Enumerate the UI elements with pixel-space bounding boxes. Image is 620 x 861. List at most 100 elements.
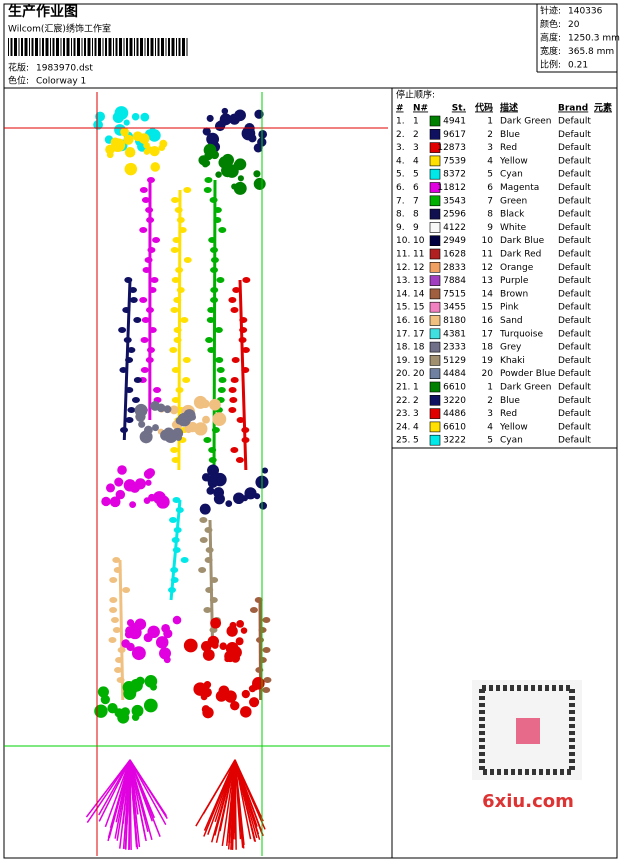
stat-value: 0.21 (568, 61, 588, 71)
petal (206, 114, 214, 122)
stitches: 2333 (443, 343, 466, 353)
color-swatch (429, 408, 441, 419)
leaf (262, 687, 271, 693)
bar (171, 38, 175, 56)
leaf (174, 207, 183, 213)
code: 8 (487, 210, 493, 220)
petal (131, 112, 140, 121)
petal (202, 127, 211, 136)
row-index: 2. (396, 130, 405, 140)
leaf (236, 417, 245, 423)
petal (124, 146, 136, 158)
petal (193, 682, 207, 696)
petal (134, 618, 147, 630)
description: Red (500, 409, 517, 419)
petal (215, 690, 228, 702)
leaf (145, 207, 154, 213)
leaf (170, 567, 179, 573)
petal (204, 151, 213, 161)
bar (186, 38, 188, 56)
bar (92, 38, 93, 56)
petal (226, 625, 238, 637)
fringe (234, 759, 260, 835)
petal (145, 468, 156, 478)
colorway: Colorway 1 (36, 77, 86, 87)
petal (240, 627, 248, 634)
leaf (209, 197, 218, 203)
petal (230, 700, 240, 711)
needle: 15 (413, 303, 424, 313)
leaf (235, 457, 244, 463)
petal (233, 181, 247, 195)
qr-pattern (479, 685, 575, 775)
leaf (127, 347, 136, 353)
leaf (238, 337, 247, 343)
petal (212, 412, 227, 427)
petal (94, 704, 108, 718)
row-index: 19. (396, 356, 410, 366)
petal (143, 497, 151, 504)
petal (229, 621, 237, 629)
bar (165, 38, 167, 56)
petal (221, 164, 235, 178)
brand: Default (558, 170, 591, 180)
petal (109, 496, 121, 508)
stitches: 6610 (443, 383, 466, 393)
leaf (146, 217, 155, 223)
petal (248, 134, 257, 143)
bar (94, 38, 97, 56)
leaf (173, 327, 182, 333)
color-swatch (429, 142, 441, 153)
code: 1 (487, 383, 493, 393)
fringe (128, 759, 131, 850)
petal (207, 486, 214, 493)
stat-value: 20 (568, 20, 580, 30)
leaf (169, 517, 178, 523)
petal (126, 619, 135, 627)
leaf (213, 207, 222, 213)
stitches: 8180 (443, 316, 466, 326)
row-index: 15. (396, 303, 410, 313)
needle: 9 (413, 223, 419, 233)
color-swatch (429, 434, 441, 446)
leaf (239, 317, 248, 323)
leaf (173, 297, 182, 303)
description: Powder Blue (500, 369, 556, 379)
stem (118, 559, 125, 701)
bar (42, 38, 44, 56)
petal (193, 395, 207, 409)
leaf (232, 287, 241, 293)
brand: Default (558, 223, 591, 233)
brand: Default (558, 396, 591, 406)
leaf (112, 557, 121, 563)
stat-value: 140336 (568, 7, 603, 17)
code: 12 (482, 263, 493, 273)
leaf (125, 417, 134, 423)
row-index: 18. (396, 343, 410, 353)
fringe (234, 759, 266, 830)
leaf (205, 337, 214, 343)
leaf (215, 357, 224, 363)
fringe (221, 759, 236, 847)
brand: Default (558, 422, 591, 432)
petal (215, 171, 222, 178)
leaf (213, 217, 222, 223)
brand: Default (558, 343, 591, 353)
stitches: 3455 (443, 303, 466, 313)
leaf (122, 587, 131, 593)
leaf (169, 347, 178, 353)
bar (144, 38, 146, 56)
description: Cyan (500, 436, 523, 446)
leaf (142, 267, 151, 273)
petal (163, 427, 174, 439)
barcode (8, 38, 188, 56)
bar (35, 38, 38, 56)
needle: 18 (413, 343, 425, 353)
row-index: 22. (396, 396, 410, 406)
leaf (141, 317, 150, 323)
stat-label: 针迹: (540, 5, 561, 17)
leaf (140, 367, 149, 373)
petal (152, 491, 166, 505)
petal (221, 153, 235, 167)
code: 2 (487, 396, 493, 406)
